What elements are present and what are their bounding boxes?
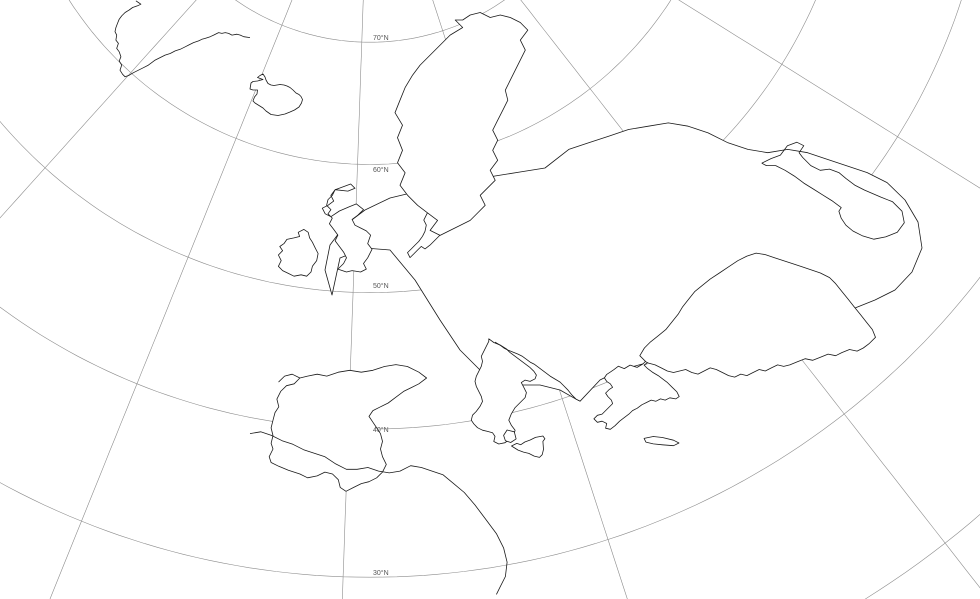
svg-text:40°N: 40°N [373,426,389,434]
svg-text:30°N: 30°N [373,569,389,577]
svg-text:70°N: 70°N [373,34,389,42]
svg-text:60°N: 60°N [373,166,389,174]
svg-text:50°N: 50°N [373,282,389,290]
